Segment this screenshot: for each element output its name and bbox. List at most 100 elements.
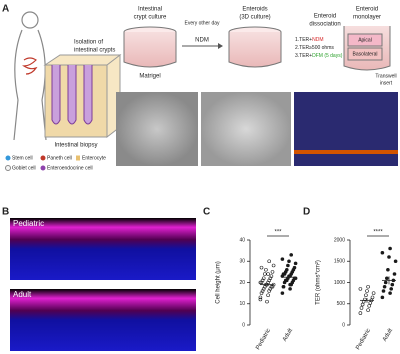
dot <box>366 308 370 312</box>
dot <box>287 259 291 264</box>
text: Enteroid <box>356 7 378 13</box>
dot <box>258 297 263 302</box>
dot <box>262 272 267 276</box>
dot <box>383 280 388 285</box>
step-text: 2.TER≥500 ohms <box>295 45 334 51</box>
dot <box>288 287 292 291</box>
micrograph <box>10 218 196 280</box>
significance: **** <box>373 230 383 236</box>
dot <box>269 274 274 278</box>
step: 3.TER+DFM (5 days) <box>295 53 343 59</box>
x-tick-label: Pediatric <box>255 328 272 351</box>
dot <box>259 265 264 270</box>
dot <box>280 291 285 295</box>
dot <box>370 295 375 300</box>
micrograph <box>294 92 398 166</box>
panel-label: A <box>2 4 9 15</box>
text: Transwell <box>375 73 396 79</box>
dot <box>364 293 368 298</box>
dot <box>292 265 297 270</box>
dot <box>289 253 294 257</box>
dot <box>388 291 392 295</box>
dot <box>266 272 270 276</box>
legend-text: Enteroendocrine cell <box>47 165 93 171</box>
dot <box>267 259 272 264</box>
dot <box>392 272 397 276</box>
dot <box>258 280 263 285</box>
y-tick-label: 1000 <box>334 280 345 286</box>
y-tick-label: 30 <box>239 259 245 265</box>
step-text: 1.TER+ <box>295 37 312 43</box>
legend: Stem cell Paneth cell Enterocyte Goblet … <box>5 155 106 171</box>
dish <box>123 26 177 68</box>
step: 2.TER≥500 ohms <box>295 45 334 51</box>
text: Every other day <box>184 20 220 26</box>
panel-label: B <box>2 207 9 218</box>
text: Matrigel <box>139 74 160 80</box>
y-axis-title: TER (ohms*cm²) <box>316 260 322 305</box>
dot <box>280 257 285 261</box>
text: insert <box>380 80 393 86</box>
step-text: NDM <box>312 37 323 43</box>
dot <box>358 311 363 315</box>
y-axis-title: Cell height (μm) <box>216 261 222 303</box>
dot <box>271 263 276 268</box>
text: intestinal crypts <box>74 48 115 54</box>
dot <box>384 276 389 281</box>
dot <box>359 306 364 310</box>
dot <box>366 284 370 289</box>
step: 1.TER+NDM <box>295 37 323 43</box>
dot <box>387 255 391 259</box>
legend-text: Enterocyte <box>82 155 106 161</box>
dot <box>360 302 365 307</box>
transwell <box>343 26 391 71</box>
steps: 1.TER+NDM 2.TER≥500 ohms 3.TER+DFM (5 da… <box>295 37 343 59</box>
text: Intestinal biopsy <box>54 143 97 149</box>
y-tick-label: 10 <box>239 301 245 307</box>
dot <box>380 295 385 300</box>
x-tick-label: Adult <box>282 328 294 343</box>
dot <box>358 287 363 291</box>
dot <box>281 284 286 289</box>
dot <box>380 250 385 255</box>
text: Basolateral <box>352 51 377 57</box>
significance: *** <box>274 230 282 236</box>
dot <box>389 287 394 291</box>
dot <box>264 267 268 272</box>
micrograph <box>116 92 198 166</box>
arrowhead <box>218 43 223 49</box>
legend-text: Goblet cell <box>12 165 36 171</box>
dot <box>367 304 372 308</box>
panel-label: D <box>303 207 310 218</box>
x-tick-label: Pediatric <box>355 328 372 351</box>
micrograph-band <box>294 150 398 154</box>
row-label: Pediatric <box>13 219 44 228</box>
y-tick-label: 1500 <box>334 259 345 265</box>
dot <box>371 291 376 295</box>
step-text: 3.TER+ <box>295 53 312 59</box>
text: dissociation <box>309 22 340 28</box>
row-label: Adult <box>13 290 32 299</box>
y-tick-label: 20 <box>239 280 245 286</box>
dot <box>365 289 369 293</box>
y-tick-label: 0 <box>242 322 245 328</box>
panel-label: C <box>203 207 210 218</box>
text: Apical <box>358 37 372 43</box>
dish <box>228 26 282 68</box>
dot <box>269 284 274 289</box>
dot <box>270 270 275 274</box>
y-tick-label: 2000 <box>334 237 345 243</box>
text: Enteroids <box>242 7 267 13</box>
y-tick-label: 0 <box>342 322 345 328</box>
step-text: DFM (5 days) <box>312 53 343 59</box>
dot <box>388 246 392 251</box>
text: Isolation of <box>74 40 103 46</box>
dot <box>386 267 390 272</box>
y-tick-label: 40 <box>239 237 245 243</box>
x-tick-label: Adult <box>382 328 394 343</box>
dot <box>293 261 298 266</box>
text: NDM <box>195 38 209 44</box>
dot <box>362 297 367 302</box>
dot <box>265 299 269 304</box>
